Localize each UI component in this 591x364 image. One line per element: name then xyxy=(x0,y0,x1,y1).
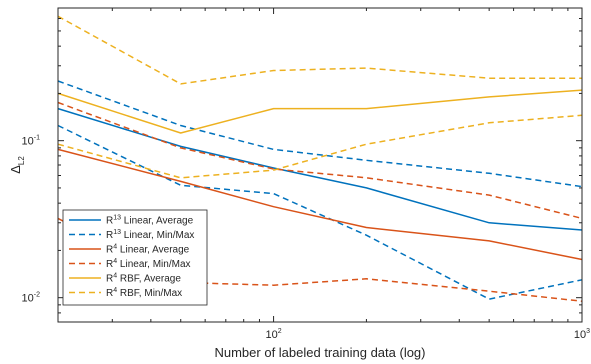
y-axis-label-subscript: L2 xyxy=(17,156,26,165)
axis-ticks xyxy=(57,7,583,323)
legend-entry-label: R4 Linear, Min/Max xyxy=(106,258,191,270)
series-line-r4-rbf-average xyxy=(57,89,583,134)
plot-series xyxy=(57,15,583,302)
y-axis-label-main: Δ xyxy=(8,165,23,174)
legend: R13 Linear, Average R13 Linear, Min/Max R4… xyxy=(62,209,208,306)
x-tick-labels: 102 103 xyxy=(265,328,590,341)
legend-entry-label: R4 RBF, Min/Max xyxy=(106,287,182,299)
series-line-r4-rbf-max xyxy=(57,15,582,85)
x-axis-label: Number of labeled training data (log) xyxy=(214,345,425,360)
legend-box xyxy=(62,209,208,306)
series-line-r4-linear-max xyxy=(57,101,583,220)
series-line-r4-rbf-min xyxy=(57,114,583,179)
legend-entry-label: R13 Linear, Min/Max xyxy=(106,229,194,241)
y-tick-label: 10-1 xyxy=(22,135,41,148)
legend-entry-label: R4 Linear, Average xyxy=(106,244,190,256)
y-tick-label: 10-2 xyxy=(22,292,41,305)
x-tick-label: 103 xyxy=(574,328,590,341)
y-tick-labels: 10-2 10-1 xyxy=(22,135,41,305)
legend-entry-label: R13 Linear, Average xyxy=(106,215,194,227)
series-line-r13-linear-average xyxy=(57,107,583,231)
x-tick-label: 102 xyxy=(265,328,281,341)
series-line-r4-linear-average xyxy=(57,148,583,261)
legend-entry-label: R4 RBF, Average xyxy=(106,273,181,285)
y-axis-label: ΔL2 xyxy=(8,156,26,174)
series-line-r13-linear-max xyxy=(57,80,583,188)
